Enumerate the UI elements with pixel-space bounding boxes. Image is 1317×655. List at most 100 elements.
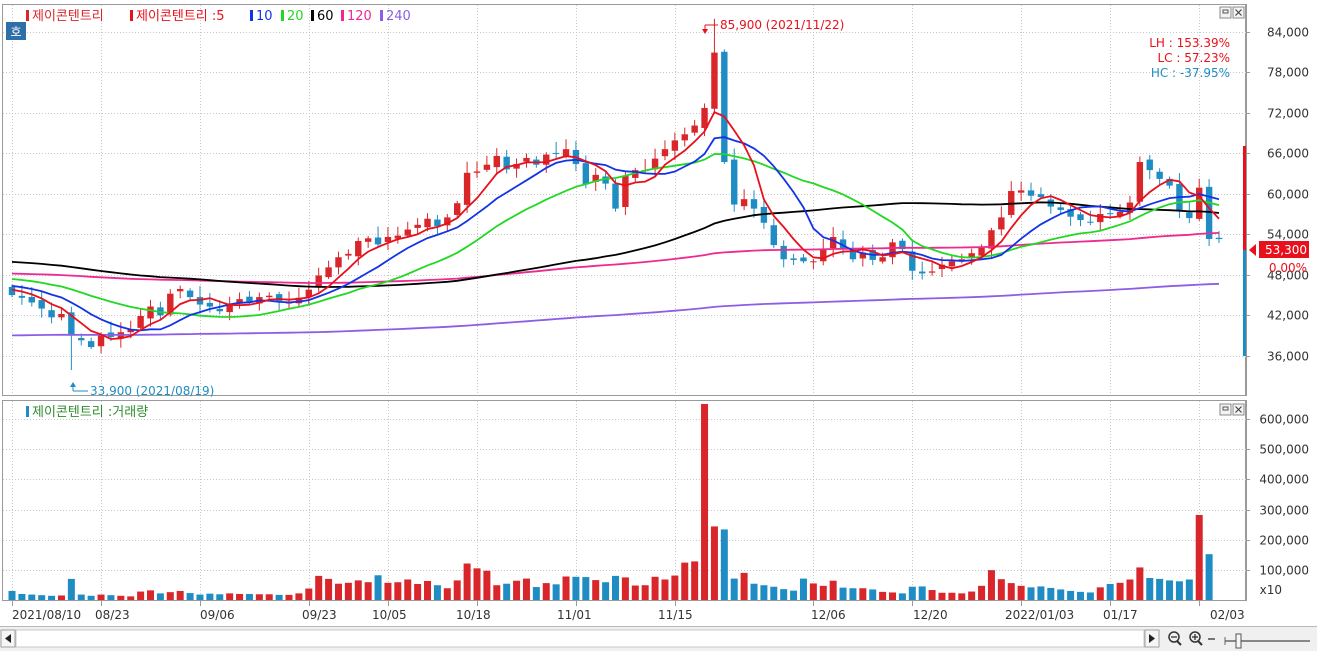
- candle-body: [8, 286, 16, 296]
- legend-ma60: 60: [317, 9, 334, 24]
- volume-bar: [424, 581, 432, 600]
- scroll-toolbar: [0, 626, 1317, 651]
- zoom-in-icon: [1189, 631, 1201, 643]
- volume-bar: [968, 591, 976, 600]
- ma240-line: [11, 282, 1220, 337]
- candle-body: [523, 157, 530, 162]
- candle-body: [1215, 237, 1223, 239]
- scroll-track[interactable]: [15, 629, 1145, 648]
- volume-bar: [1067, 590, 1075, 600]
- candle-body: [325, 267, 332, 278]
- zoom-in-button[interactable]: [1189, 631, 1203, 646]
- quote-badge-label: 호: [10, 25, 21, 39]
- x-tick-label: 2022/01/03: [1005, 608, 1074, 622]
- legend-marker-ma20: [281, 10, 284, 21]
- volume-bar: [87, 595, 95, 600]
- volume-bar: [206, 593, 214, 600]
- volume-bar: [325, 578, 333, 600]
- candle-body: [1027, 190, 1035, 196]
- volume-bar: [305, 588, 313, 600]
- x-tick-label: 12/20: [913, 608, 948, 622]
- volume-bar: [691, 561, 699, 600]
- volume-bar: [1175, 581, 1183, 600]
- price-panel-close-button[interactable]: [1232, 6, 1245, 19]
- price-panel-restore-button[interactable]: [1219, 6, 1232, 19]
- legend-ma240: 240: [386, 9, 411, 24]
- candle-body: [493, 155, 500, 168]
- volume-bar: [948, 592, 956, 600]
- volume-bar: [97, 594, 105, 600]
- candle-body: [176, 288, 184, 292]
- volume-bar: [265, 594, 273, 600]
- volume-grid: [3, 401, 1246, 600]
- volume-bar: [414, 584, 422, 600]
- legend-ma20: 20: [287, 9, 304, 24]
- legend-marker-price: [26, 10, 29, 21]
- candle-body: [246, 296, 253, 302]
- current-change-label: 0.00%: [1269, 261, 1307, 275]
- volume-bar: [710, 526, 718, 600]
- volume-bar: [1096, 587, 1104, 600]
- quote-badge[interactable]: [6, 22, 26, 40]
- ma5-line: [11, 111, 1220, 340]
- candle-body: [740, 199, 748, 207]
- volume-panel-close-button[interactable]: [1232, 403, 1245, 416]
- candle-body: [266, 295, 273, 298]
- volume-bar: [997, 579, 1005, 600]
- volume-bar: [641, 585, 649, 600]
- volume-bar: [38, 595, 46, 600]
- restore-icon: [1222, 9, 1229, 14]
- volume-bar: [404, 579, 412, 600]
- volume-bar: [127, 596, 135, 600]
- chevron-right-icon: [1149, 634, 1155, 643]
- scroll-left-button[interactable]: [0, 629, 16, 648]
- volume-bar: [552, 584, 560, 600]
- candle-body: [928, 271, 936, 273]
- candle-body: [612, 183, 619, 209]
- legend-ma5: 제이콘텐트리 :5: [136, 9, 225, 24]
- volume-bar: [394, 582, 402, 600]
- zoom-out-button[interactable]: [1168, 631, 1182, 646]
- x-tick-label: 02/03: [1210, 608, 1245, 622]
- candle-body: [167, 293, 174, 315]
- ma60-line: [11, 201, 1220, 288]
- candle-body: [355, 241, 362, 257]
- volume-bar: [839, 587, 847, 600]
- volume-bar: [245, 593, 253, 600]
- volume-bar: [1146, 577, 1154, 600]
- candle-body: [938, 264, 946, 269]
- stat-lh: LH : 153.39%: [1149, 36, 1230, 50]
- volume-bar: [8, 590, 16, 600]
- candle-body: [1067, 209, 1074, 217]
- candle-body: [186, 290, 194, 298]
- candle-body: [691, 125, 698, 133]
- volume-tick-label: 100,000: [1259, 564, 1309, 578]
- volume-bar: [1195, 514, 1203, 600]
- volume-bar: [186, 593, 194, 600]
- volume-bar: [216, 594, 224, 600]
- scroll-right-button[interactable]: [1144, 629, 1160, 648]
- chevron-left-icon: [5, 634, 11, 643]
- volume-bar: [166, 592, 174, 600]
- zoom-slider[interactable]: [1224, 633, 1310, 649]
- volume-bar: [473, 568, 481, 600]
- legend-name: 제이콘텐트리: [32, 9, 104, 24]
- candle-body: [770, 225, 777, 246]
- price-y-axis: 84,000 78,000 72,000 66,000 60,000 54,000 48,0…: [1246, 26, 1309, 364]
- high-marker-icon: [702, 29, 708, 34]
- volume-bar: [1047, 587, 1055, 600]
- zoom-slider-handle[interactable]: [1235, 633, 1242, 649]
- volume-panel: [2, 400, 1246, 601]
- legend-marker-ma240: [380, 10, 383, 21]
- range-indicator-up: [1243, 146, 1246, 250]
- candle-body: [414, 224, 421, 228]
- volume-bar: [809, 583, 817, 600]
- volume-panel-restore-button[interactable]: [1219, 403, 1232, 416]
- candle-body: [721, 51, 728, 163]
- volume-bar: [147, 590, 155, 600]
- candle-body: [632, 170, 639, 178]
- candle-body: [968, 253, 975, 258]
- volume-bar: [1166, 580, 1174, 600]
- volume-bar: [28, 594, 36, 600]
- candle-body: [552, 152, 560, 154]
